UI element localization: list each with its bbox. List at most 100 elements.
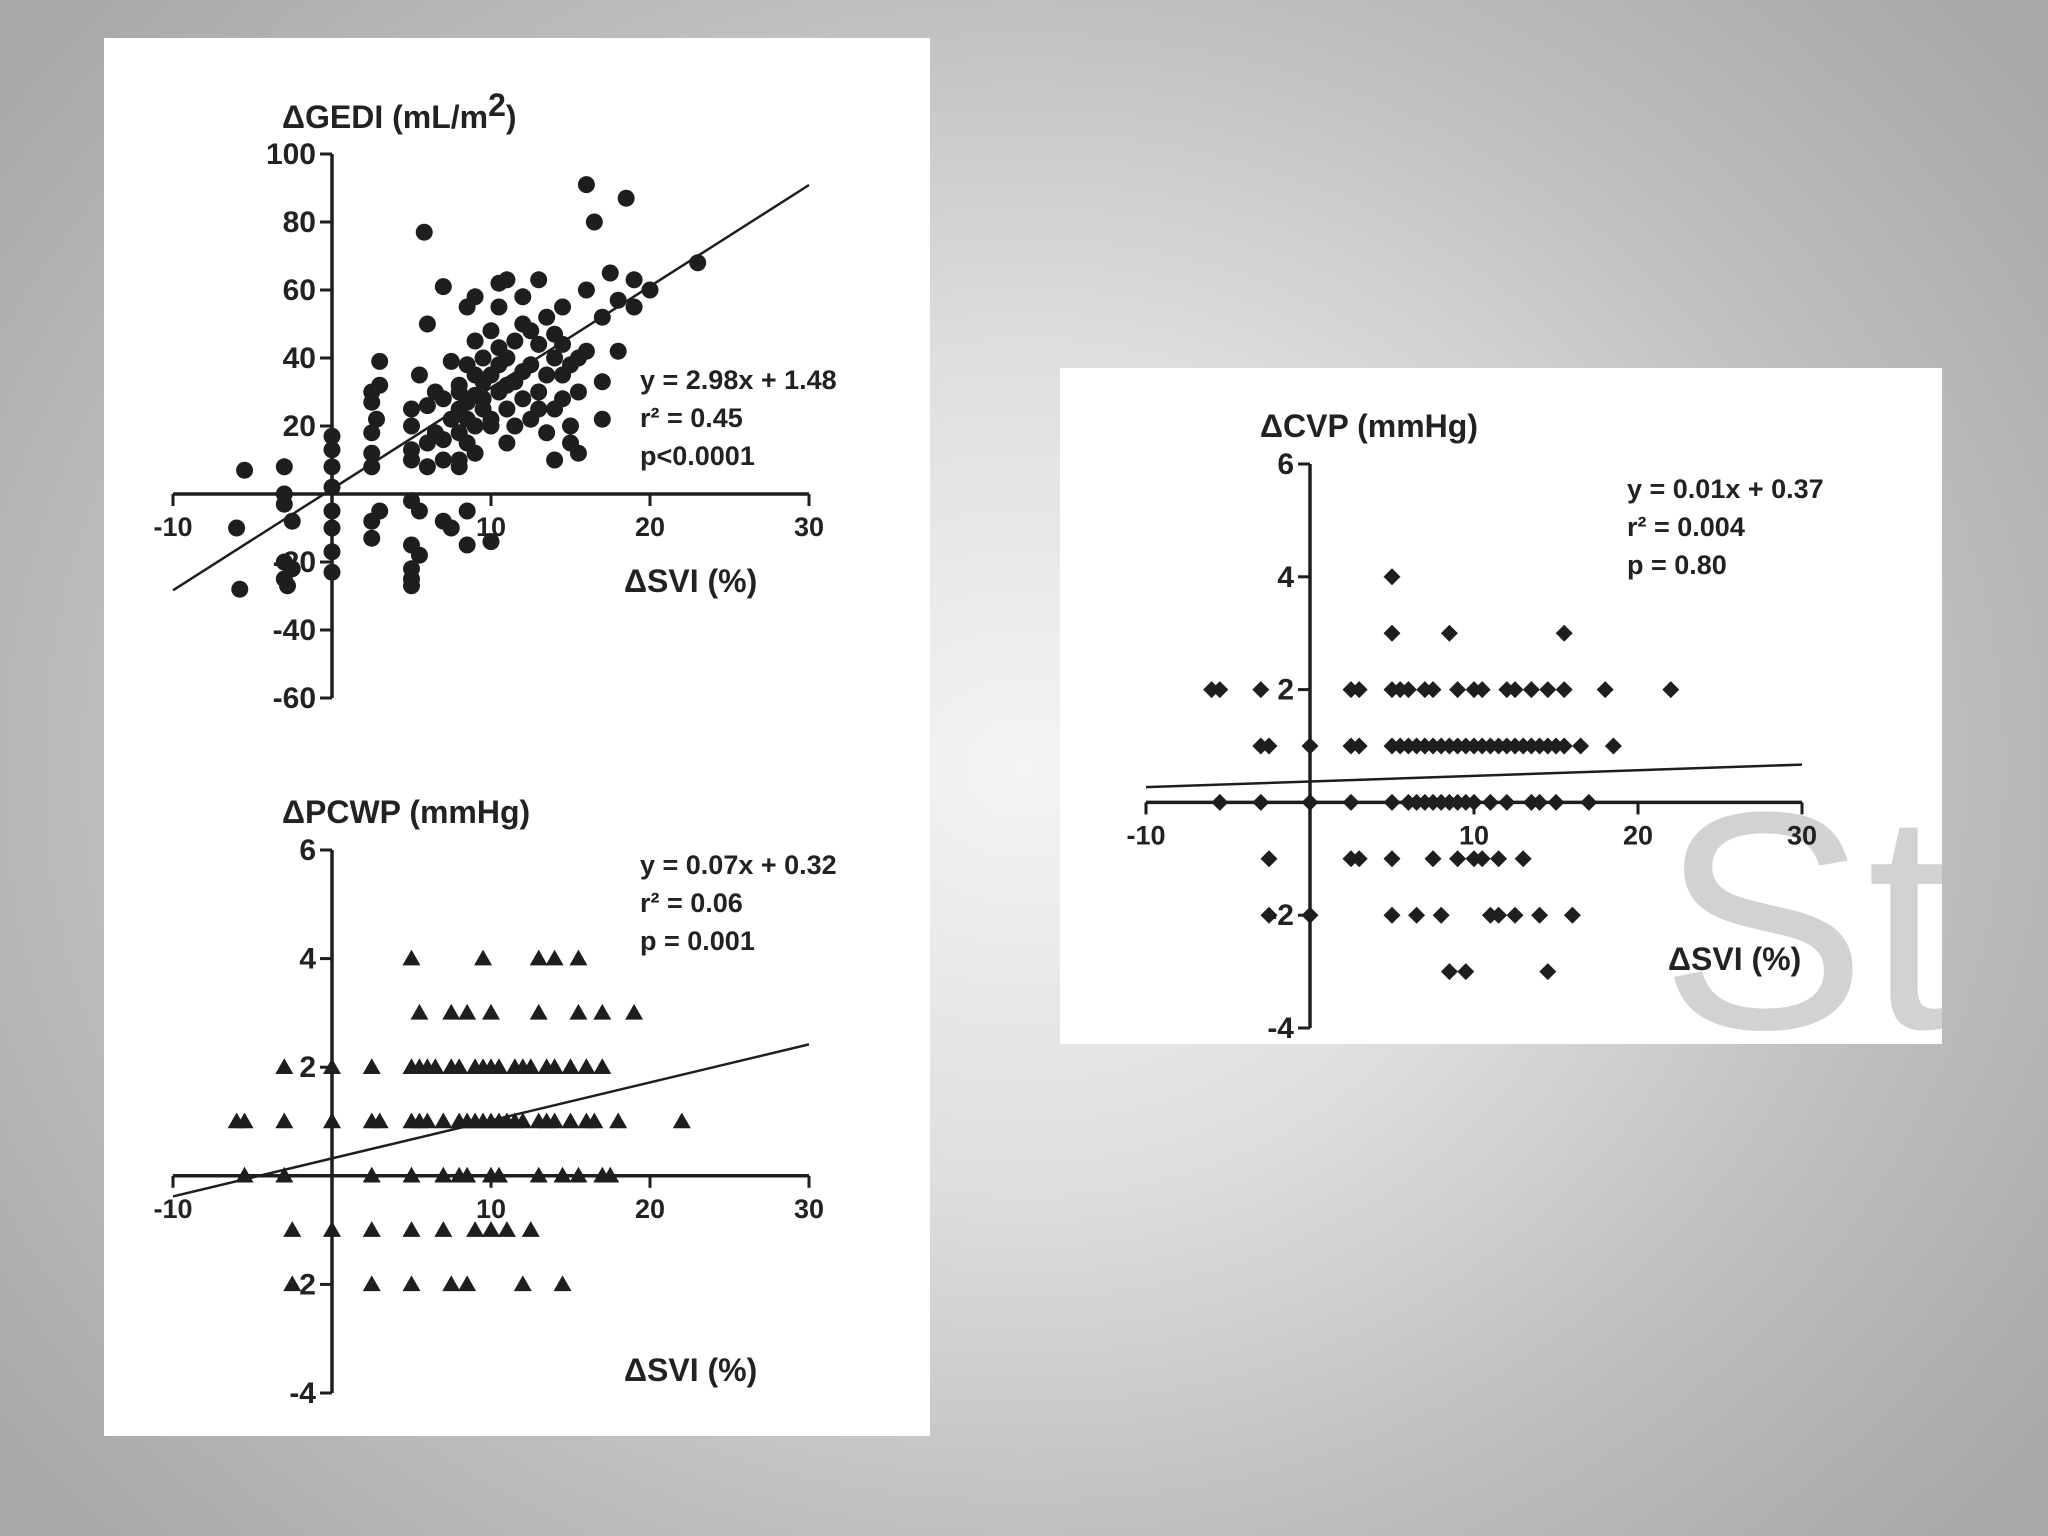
data-point (410, 546, 428, 564)
data-point (482, 533, 500, 551)
data-point (569, 1003, 588, 1020)
data-point (1432, 906, 1450, 924)
data-point (1252, 793, 1270, 811)
y-tick-label: 80 (283, 206, 316, 239)
data-point (601, 264, 619, 282)
data-point (553, 1166, 572, 1183)
pcwp-scatter-chart: ΔPCWP (mmHg) ΔSVI (%) y = 0.07x + 0.32 r… (153, 794, 836, 1410)
data-point (1531, 906, 1549, 924)
data-point (1457, 963, 1475, 981)
data-point (1424, 850, 1442, 868)
data-point (403, 577, 420, 595)
data-point (442, 1003, 461, 1020)
watermark-text: St (1660, 747, 1942, 1044)
data-point (609, 342, 627, 360)
data-point (513, 1112, 532, 1129)
regression-equation: y = 2.98x + 1.48 (640, 365, 837, 395)
y-tick-label: -4 (289, 1377, 316, 1410)
data-point (466, 444, 484, 462)
data-point (530, 383, 548, 401)
data-point (585, 1112, 604, 1129)
chart-title-sup: 2 (488, 87, 506, 123)
data-point (562, 417, 579, 435)
data-point (546, 451, 564, 469)
data-point (529, 1003, 548, 1020)
data-point (434, 1112, 453, 1129)
data-point (450, 1058, 469, 1074)
x-tick-label: 30 (1787, 820, 1817, 850)
data-point (490, 274, 508, 292)
data-point (228, 519, 246, 537)
data-point (418, 1112, 437, 1129)
data-point (1498, 793, 1516, 811)
data-point (689, 254, 707, 272)
data-point (442, 352, 460, 370)
data-point (1473, 850, 1491, 868)
p-value-label: p = 0.80 (1627, 550, 1727, 580)
data-point (466, 288, 484, 306)
data-point (474, 349, 492, 367)
gedi-scatter-chart: ΔGEDI (mL/m2) ΔSVI (%) y = 2.98x + 1.48 … (153, 87, 837, 715)
data-point (522, 322, 540, 340)
data-point (458, 1275, 477, 1292)
data-point (1342, 793, 1360, 811)
data-point (323, 1221, 341, 1237)
data-point (466, 1221, 485, 1237)
y-tick-label: -40 (273, 614, 316, 647)
data-point (362, 1166, 381, 1183)
data-point (529, 949, 548, 966)
data-point (506, 332, 524, 350)
data-point (1383, 850, 1401, 868)
chart-title: ΔPCWP (mmHg) (282, 794, 530, 830)
r-squared-label: r² = 0.004 (1627, 512, 1745, 542)
data-point (490, 298, 508, 316)
data-point (1211, 793, 1229, 811)
data-point (402, 1166, 421, 1183)
data-point (283, 560, 301, 578)
x-tick-label: -10 (153, 512, 192, 542)
data-point (402, 1275, 421, 1292)
data-point (474, 390, 492, 408)
data-point (1350, 681, 1368, 699)
data-point (450, 458, 468, 476)
data-point (553, 1275, 572, 1292)
data-point (593, 1058, 612, 1074)
data-point (1539, 681, 1557, 699)
data-point (1424, 681, 1442, 699)
x-axis-title: ΔSVI (%) (624, 1352, 757, 1388)
r-squared-label: r² = 0.45 (640, 403, 743, 433)
data-point (323, 543, 341, 561)
data-point (323, 458, 341, 476)
data-point (415, 223, 433, 241)
data-point (434, 451, 452, 469)
data-point (323, 1112, 341, 1129)
data-point (1531, 793, 1549, 811)
data-point (514, 390, 532, 408)
data-point (593, 373, 611, 391)
data-point (1383, 793, 1401, 811)
y-tick-label: 20 (283, 410, 316, 443)
data-point (450, 383, 468, 401)
data-point (601, 1166, 620, 1183)
data-point (458, 502, 476, 520)
y-tick-label: 2 (1277, 674, 1294, 707)
data-point (529, 1166, 548, 1183)
data-point (362, 1058, 381, 1074)
data-point (1399, 681, 1417, 699)
y-tick-label: 4 (1277, 561, 1294, 594)
y-tick-label: 60 (283, 274, 316, 307)
data-point (530, 271, 548, 289)
data-point (538, 424, 556, 442)
chart-title-end: ) (506, 99, 517, 135)
data-point (1547, 793, 1565, 811)
x-tick-label: 20 (1623, 820, 1653, 850)
data-point (1301, 793, 1319, 811)
x-axis-title: ΔSVI (%) (624, 563, 757, 599)
data-point (442, 519, 460, 537)
data-point (403, 400, 420, 418)
data-point (545, 1112, 564, 1129)
x-tick-label: 30 (794, 1194, 824, 1224)
data-point (434, 390, 452, 408)
